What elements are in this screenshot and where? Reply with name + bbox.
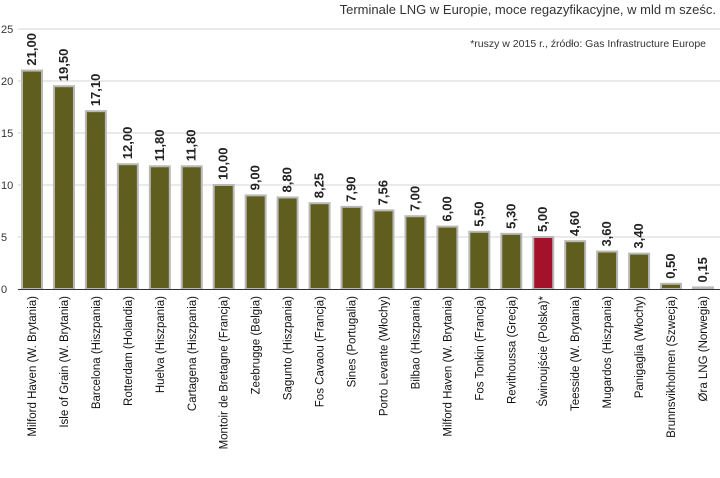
category-label: Panigaglia (Włochy) bbox=[634, 296, 646, 398]
category-label: Fos Cavaou (Francja) bbox=[315, 296, 327, 407]
y-tick-label: 10 bbox=[1, 180, 13, 192]
value-label: 12,00 bbox=[120, 127, 135, 160]
bar bbox=[84, 110, 107, 290]
bars bbox=[21, 69, 714, 291]
bar bbox=[21, 69, 43, 290]
y-tick-label: 20 bbox=[1, 76, 13, 88]
bar bbox=[212, 184, 235, 290]
bar bbox=[180, 165, 203, 290]
bar bbox=[436, 225, 459, 291]
bar bbox=[116, 163, 139, 290]
bar bbox=[660, 282, 683, 290]
value-label: 7,56 bbox=[375, 180, 390, 205]
category-label: Rotterdam (Holandia) bbox=[123, 296, 135, 406]
category-label: Cartagena (Hiszpania) bbox=[187, 296, 199, 411]
category-label: Barcelona (Hiszpania) bbox=[91, 296, 103, 409]
category-label: Revithoussa (Grecja) bbox=[506, 296, 518, 404]
category-label: Montoir de Bretagne (Francja) bbox=[219, 296, 231, 450]
value-label: 5,50 bbox=[471, 201, 486, 226]
category-label: Porto Levante (Włochy) bbox=[378, 296, 390, 416]
category-labels: Milford Haven (W. Brytania) Isle of Grain… bbox=[27, 295, 710, 449]
bar bbox=[468, 230, 491, 291]
value-label: 7,00 bbox=[407, 186, 422, 211]
category-label: Teesside (W. Brytania) bbox=[570, 296, 582, 411]
value-label: 6,00 bbox=[439, 196, 454, 221]
bar bbox=[564, 240, 587, 291]
category-label: Brunnsvikholmen (Szwecja) bbox=[666, 296, 678, 438]
y-tick-label: 0 bbox=[1, 284, 7, 296]
value-label: 21,00 bbox=[24, 33, 39, 66]
category-label: Milford Haven (W. Brytania) bbox=[442, 296, 454, 437]
value-label: 17,10 bbox=[88, 74, 103, 107]
y-tick-label: 15 bbox=[1, 128, 13, 140]
value-label: 4,60 bbox=[567, 211, 582, 236]
bar bbox=[340, 205, 363, 290]
chart-note: *ruszy w 2015 r., źródło: Gas Infrastruc… bbox=[470, 38, 706, 50]
bar bbox=[628, 252, 651, 290]
value-label: 19,50 bbox=[56, 49, 71, 82]
bar bbox=[404, 215, 427, 290]
chart-title: Terminale LNG w Europie, moce regazyfika… bbox=[340, 2, 716, 17]
category-label: Bilbao (Hiszpania) bbox=[410, 296, 422, 389]
value-label: 7,90 bbox=[344, 177, 359, 202]
value-label: 5,00 bbox=[535, 207, 550, 232]
category-label: Milford Haven (W. Brytania) bbox=[27, 296, 39, 437]
value-label: 9,00 bbox=[248, 165, 263, 190]
bar bbox=[148, 165, 171, 290]
value-label: 8,80 bbox=[280, 167, 295, 192]
bar bbox=[372, 209, 395, 291]
category-label: Fos Tonkin (Francja) bbox=[474, 296, 486, 401]
bar bbox=[532, 236, 555, 290]
bar bbox=[596, 250, 619, 290]
y-axis-ticks: 0 5 10 15 20 25 bbox=[1, 24, 13, 296]
category-label: Øra LNG (Norwegia) bbox=[698, 296, 710, 402]
value-label: 11,80 bbox=[152, 129, 167, 161]
value-label: 0,15 bbox=[695, 257, 710, 282]
value-label: 3,60 bbox=[599, 221, 614, 246]
category-label: Mugardos (Hiszpania) bbox=[602, 296, 614, 409]
value-label: 5,30 bbox=[503, 204, 518, 229]
value-label: 8,25 bbox=[312, 173, 327, 198]
y-tick-label: 25 bbox=[1, 24, 13, 36]
category-label: Świnoujście (Polska)* bbox=[537, 295, 550, 406]
value-label: 3,40 bbox=[631, 223, 646, 248]
y-tick-label: 5 bbox=[1, 232, 7, 244]
bar bbox=[244, 194, 267, 290]
bar bbox=[500, 232, 523, 291]
value-label: 0,50 bbox=[663, 253, 678, 278]
value-label: 10,00 bbox=[216, 147, 231, 180]
category-label: Sines (Portugalia) bbox=[347, 296, 359, 388]
bar bbox=[308, 202, 331, 290]
value-label: 11,80 bbox=[184, 129, 199, 161]
category-label: Zeebrugge (Belgia) bbox=[251, 296, 263, 395]
bar bbox=[52, 85, 75, 290]
value-labels: 21,00 19,50 17,10 12,00 11,80 11,80 10,00 9,00 8… bbox=[24, 33, 710, 282]
category-label: Huelva (Hiszpania) bbox=[155, 296, 167, 393]
bar bbox=[276, 196, 299, 290]
category-label: Isle of Grain (W. Brytania) bbox=[59, 296, 71, 428]
category-label: Sagunto (Hiszpania) bbox=[283, 296, 295, 400]
bar bbox=[692, 286, 714, 291]
